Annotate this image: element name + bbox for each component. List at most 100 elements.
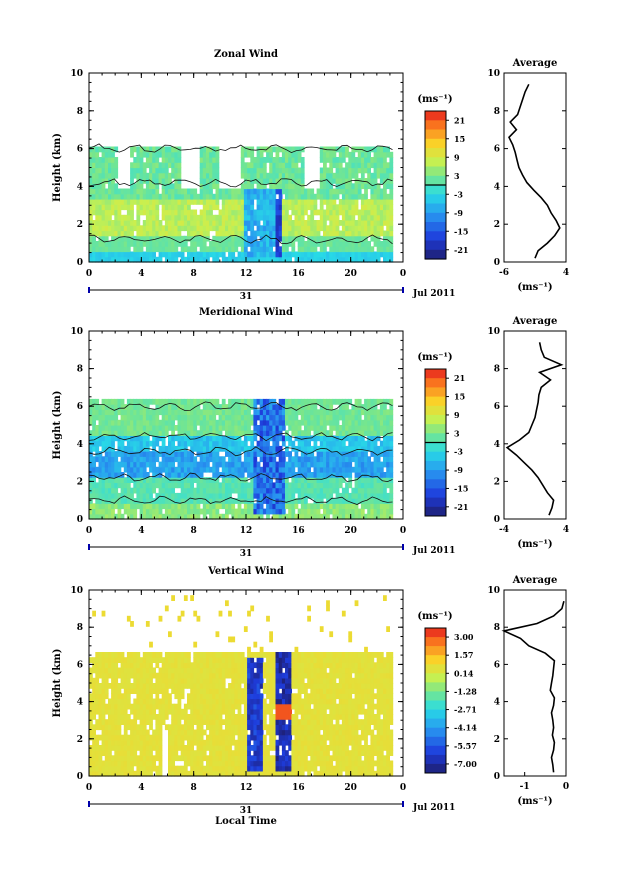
heatmap-cell	[266, 157, 270, 163]
heatmap-cell	[193, 477, 198, 483]
heatmap-cell	[278, 193, 283, 200]
heatmap-cell	[196, 214, 201, 221]
heatmap-cell	[158, 430, 163, 436]
heatmap-cell	[329, 487, 334, 494]
heatmap-cell	[180, 739, 185, 746]
heatmap-cell	[111, 693, 115, 700]
heatmap-cell	[379, 409, 384, 416]
heatmap-cell	[389, 503, 394, 510]
heatmap-cell	[269, 199, 273, 205]
heatmap-cell	[92, 241, 96, 247]
heatmap-cell	[193, 199, 198, 205]
heatmap-cell	[180, 503, 185, 510]
heatmap-cell	[155, 146, 160, 153]
heatmap-cell	[171, 750, 175, 756]
heatmap-cell	[126, 688, 131, 694]
heatmap-cell	[266, 513, 270, 520]
colorbar-segment	[425, 185, 446, 195]
heatmap-cell	[117, 503, 122, 510]
heatmap-cell	[145, 745, 150, 751]
heatmap-cell	[297, 456, 302, 463]
heatmap-cell	[304, 414, 308, 421]
heatmap-cell	[294, 419, 299, 426]
heatmap-cell	[149, 688, 153, 694]
heatmap-cell	[285, 204, 289, 211]
heatmap-cell	[95, 508, 100, 515]
heatmap-cell	[310, 508, 315, 515]
heatmap-cell	[187, 188, 191, 195]
heatmap-cell	[101, 461, 106, 468]
heatmap-cell	[335, 472, 340, 478]
heatmap-cell	[285, 477, 289, 483]
heatmap-cell	[272, 204, 277, 211]
heatmap-cell	[323, 162, 327, 169]
heatmap-cell	[161, 178, 166, 184]
heatmap-cell	[142, 667, 147, 674]
heatmap-cell	[278, 172, 283, 179]
heatmap-cell	[389, 151, 394, 158]
heatmap-cell	[164, 703, 169, 710]
heatmap-cell	[209, 445, 213, 452]
heatmap-cell	[275, 251, 280, 258]
heatmap-cell	[139, 230, 144, 237]
heatmap-cell	[373, 498, 378, 504]
heatmap-cell	[269, 451, 273, 457]
heatmap-cell	[240, 172, 245, 179]
heatmap-cell	[332, 204, 337, 211]
colorbar-tick-label: -9	[454, 208, 463, 218]
heatmap-cell	[313, 492, 318, 499]
heatmap-cell	[174, 755, 179, 762]
heatmap-cell	[145, 662, 150, 669]
heatmap-cell	[168, 745, 172, 751]
heatmap-cell	[326, 214, 330, 221]
heatmap-cell	[354, 435, 359, 442]
heatmap-cell	[158, 466, 163, 473]
heatmap-cell	[341, 461, 346, 468]
heatmap-cell	[357, 225, 362, 232]
heatmap-cell	[123, 414, 128, 421]
heatmap-cell	[373, 456, 378, 463]
heatmap-cell	[338, 183, 343, 190]
heatmap-cell	[206, 461, 210, 468]
heatmap-cell	[348, 419, 353, 426]
heatmap-cell	[123, 693, 128, 700]
heatmap-cell	[281, 461, 286, 468]
heatmap-cell	[168, 157, 172, 163]
heatmap-cell	[351, 256, 356, 263]
heatmap-cell	[177, 755, 182, 762]
heatmap-cell	[266, 456, 270, 463]
heatmap-cell	[209, 183, 213, 190]
heatmap-cell	[104, 256, 109, 263]
heatmap-cell	[357, 414, 362, 421]
heatmap-cell	[171, 719, 175, 725]
heatmap-cell	[101, 765, 106, 772]
heatmap-cell	[120, 657, 125, 663]
heatmap-cell	[354, 466, 359, 473]
heatmap-cell	[294, 430, 299, 436]
heatmap-cell	[256, 167, 261, 174]
heatmap-cell	[300, 398, 305, 405]
heatmap-cell	[262, 209, 267, 216]
heatmap-cell	[108, 204, 112, 211]
heatmap-cell	[379, 513, 384, 520]
heatmap-cell	[123, 672, 128, 679]
heatmap-cell	[168, 466, 172, 473]
heatmap-cell	[133, 677, 138, 684]
heatmap-cell	[145, 241, 150, 247]
heatmap-cell	[253, 513, 258, 520]
heatmap-cell	[351, 188, 356, 195]
heatmap-cell	[243, 225, 248, 232]
heatmap-cell	[180, 466, 185, 473]
heatmap-cell	[108, 146, 112, 153]
heatmap-cell	[92, 513, 96, 520]
heatmap-cell	[275, 513, 280, 520]
heatmap-cell	[310, 220, 315, 226]
heatmap-cell	[120, 770, 125, 777]
heatmap-cell	[335, 445, 340, 452]
heatmap-cell	[114, 167, 119, 174]
heatmap-cell	[104, 146, 109, 153]
heatmap-cell	[341, 492, 346, 499]
heatmap-cell	[266, 508, 270, 515]
heatmap-cell	[212, 225, 217, 232]
heatmap-cell	[104, 729, 109, 736]
